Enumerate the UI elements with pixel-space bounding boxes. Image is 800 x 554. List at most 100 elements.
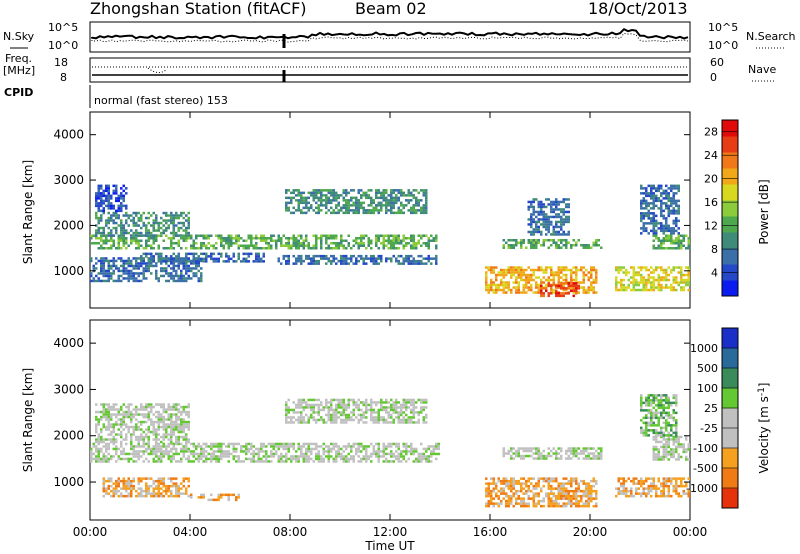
range-cell [182, 420, 185, 424]
range-cell [520, 241, 523, 244]
range-cell [335, 211, 338, 215]
colorbar-swatch [722, 216, 738, 233]
range-cell [207, 247, 210, 250]
range-cell [100, 197, 103, 200]
range-cell [325, 199, 328, 202]
range-cell [515, 268, 518, 272]
range-cell [362, 411, 365, 414]
range-cell [187, 425, 190, 429]
range-cell [370, 199, 373, 202]
range-cell [402, 416, 405, 419]
range-cell [357, 442, 360, 446]
range-cell [540, 266, 543, 269]
range-cell [387, 406, 390, 409]
colorbar-tick-label: 28 [704, 126, 718, 139]
range-cell [575, 494, 578, 498]
range-cell [187, 267, 190, 270]
range-cell [405, 418, 408, 422]
range-cell [582, 494, 585, 498]
range-cell [537, 239, 540, 242]
range-cell [112, 272, 115, 275]
range-cell [292, 189, 295, 192]
range-cell [180, 405, 183, 409]
range-cell [117, 242, 120, 245]
range-cell [152, 239, 155, 242]
range-cell [152, 264, 155, 268]
range-cell [290, 191, 293, 195]
range-cell [145, 224, 148, 227]
range-cell [415, 204, 418, 207]
range-cell [537, 225, 540, 229]
range-cell [372, 259, 375, 263]
range-cell [680, 242, 683, 245]
range-cell [340, 237, 343, 240]
range-cell [302, 398, 305, 402]
range-cell [595, 479, 598, 483]
range-cell [505, 504, 508, 508]
range-cell [340, 403, 343, 407]
range-cell [382, 447, 385, 451]
range-cell [515, 271, 518, 274]
range-cell [527, 266, 530, 269]
range-cell [95, 403, 98, 406]
range-cell [117, 194, 120, 198]
range-cell [120, 274, 123, 278]
range-cell [95, 274, 98, 278]
range-cell [300, 401, 303, 404]
range-cell [387, 257, 390, 260]
range-cell [390, 191, 393, 195]
range-cell [592, 286, 595, 289]
range-cell [317, 398, 320, 402]
range-cell [302, 416, 305, 419]
range-cell [565, 278, 568, 282]
range-cell [127, 269, 130, 273]
range-cell [530, 288, 533, 292]
range-cell [422, 204, 425, 207]
range-cell [170, 231, 173, 235]
range-cell [250, 242, 253, 245]
range-cell [175, 405, 178, 409]
range-cell [507, 283, 510, 287]
range-cell [317, 408, 320, 412]
range-cell [560, 246, 563, 249]
range-cell [405, 421, 408, 424]
range-cell [655, 268, 658, 272]
range-cell [250, 239, 253, 242]
range-cell [665, 204, 668, 208]
range-cell [167, 457, 170, 461]
range-cell [137, 494, 140, 498]
range-cell [522, 504, 525, 508]
range-cell [507, 479, 510, 483]
range-cell [307, 398, 310, 402]
range-cell [327, 413, 330, 417]
range-cell [117, 237, 120, 240]
range-cell [182, 477, 185, 480]
range-cell [415, 247, 418, 250]
range-cell [132, 224, 135, 227]
range-cell [315, 247, 318, 250]
range-cell [197, 260, 200, 263]
range-cell [262, 234, 265, 237]
range-cell [617, 271, 620, 274]
range-cell [545, 492, 548, 495]
range-cell [660, 276, 663, 279]
range-cell [297, 460, 300, 463]
range-cell [665, 192, 668, 195]
range-cell [667, 207, 670, 210]
range-cell [100, 447, 103, 451]
range-cell [490, 268, 493, 272]
range-cell [282, 447, 285, 451]
range-cell [375, 259, 378, 263]
range-cell [297, 401, 300, 404]
range-cell [342, 239, 345, 242]
range-cell [145, 269, 148, 273]
range-cell [337, 196, 340, 200]
range-cell [565, 218, 568, 221]
range-cell [670, 227, 673, 230]
range-cell [287, 447, 290, 451]
range-cell [177, 274, 180, 278]
range-cell [172, 224, 175, 227]
range-cell [510, 489, 513, 493]
range-cell [675, 187, 678, 190]
range-cell [180, 272, 183, 275]
